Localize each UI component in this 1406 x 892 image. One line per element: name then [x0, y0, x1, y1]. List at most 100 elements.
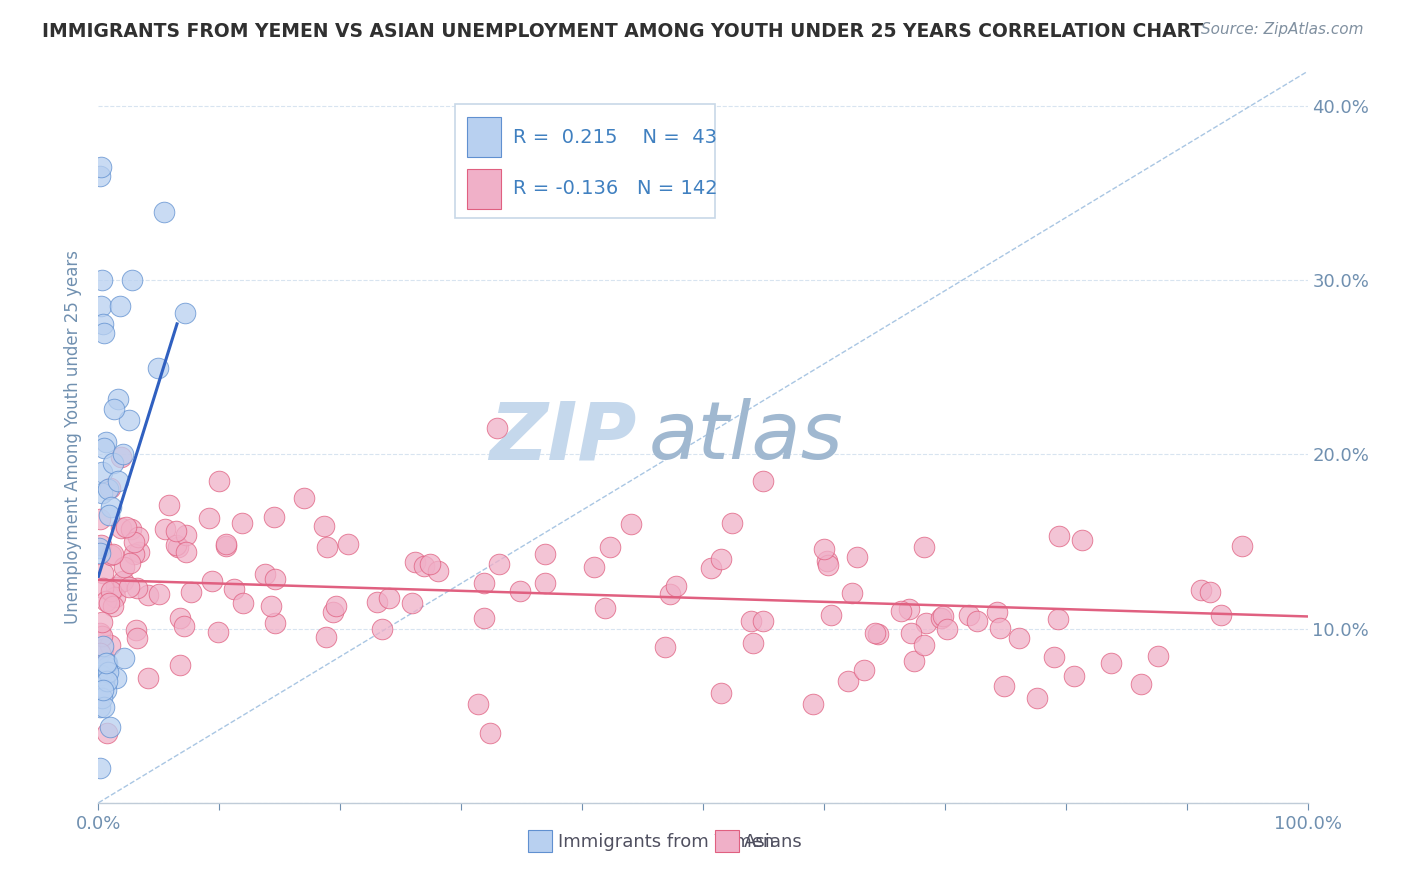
Point	[89, 761, 111, 775]
Point	[815, 554, 838, 568]
Point	[404, 555, 426, 569]
Point	[742, 636, 765, 650]
Point	[316, 540, 339, 554]
Point	[103, 599, 125, 613]
Point	[841, 585, 863, 599]
Text: atlas: atlas	[648, 398, 844, 476]
Point	[1199, 585, 1222, 599]
Point	[96, 657, 118, 671]
Point	[957, 607, 980, 622]
Point	[108, 300, 131, 314]
Point	[148, 360, 170, 375]
Point	[337, 536, 360, 550]
Point	[98, 508, 121, 523]
Point	[89, 700, 111, 714]
Point	[93, 700, 115, 714]
Point	[101, 547, 124, 561]
Point	[180, 585, 202, 599]
Point	[104, 590, 127, 604]
Point	[710, 686, 733, 700]
Point	[929, 611, 952, 625]
Point	[115, 520, 138, 534]
Point	[89, 626, 111, 640]
Point	[112, 559, 135, 574]
Point	[993, 679, 1015, 693]
Point	[174, 306, 197, 320]
Point	[898, 602, 921, 616]
Point	[486, 421, 509, 435]
Point	[659, 587, 682, 601]
Point	[89, 512, 111, 526]
Point	[1026, 690, 1049, 705]
Point	[97, 665, 120, 680]
Text: Source: ZipAtlas.com: Source: ZipAtlas.com	[1201, 22, 1364, 37]
Point	[107, 474, 129, 488]
Point	[986, 605, 1008, 619]
Point	[853, 664, 876, 678]
Point	[1230, 540, 1253, 554]
Point	[721, 516, 744, 530]
Point	[89, 169, 111, 183]
Point	[128, 545, 150, 559]
Point	[165, 538, 187, 552]
Point	[900, 626, 922, 640]
Point	[127, 581, 149, 595]
Point	[315, 630, 337, 644]
Point	[100, 500, 122, 514]
Point	[90, 538, 112, 552]
Point	[159, 498, 181, 512]
Point	[478, 726, 501, 740]
Point	[167, 540, 190, 554]
Text: ZIP: ZIP	[489, 398, 637, 476]
Point	[936, 623, 959, 637]
Point	[593, 600, 616, 615]
Point	[169, 611, 191, 625]
Point	[111, 448, 134, 462]
Point	[98, 596, 121, 610]
Point	[118, 557, 141, 571]
Y-axis label: Unemployment Among Youth under 25 years: Unemployment Among Youth under 25 years	[65, 250, 83, 624]
Point	[90, 485, 112, 500]
Point	[1147, 648, 1170, 663]
Point	[198, 511, 221, 525]
Point	[124, 535, 146, 549]
Point	[472, 576, 495, 591]
Point	[136, 671, 159, 685]
Point	[426, 564, 449, 578]
Point	[534, 547, 557, 561]
Point	[322, 605, 344, 619]
Point	[93, 326, 115, 340]
Point	[98, 719, 121, 733]
Point	[111, 574, 134, 588]
Bar	[467, 169, 501, 209]
FancyBboxPatch shape	[456, 104, 716, 218]
Point	[138, 588, 160, 602]
Point	[118, 580, 141, 594]
Point	[94, 435, 117, 450]
Point	[100, 548, 122, 562]
Point	[100, 584, 122, 599]
Point	[966, 614, 988, 628]
Point	[751, 614, 773, 628]
Point	[1047, 529, 1070, 543]
Point	[98, 481, 121, 495]
Point	[740, 614, 762, 628]
Point	[110, 450, 132, 464]
Point	[112, 651, 135, 665]
Point	[169, 657, 191, 672]
Point	[801, 697, 824, 711]
Point	[107, 392, 129, 406]
Point	[912, 638, 935, 652]
Point	[932, 608, 955, 623]
Point	[1008, 631, 1031, 645]
Point	[419, 558, 441, 572]
Point	[91, 273, 114, 287]
Point	[534, 576, 557, 591]
Point	[488, 557, 510, 571]
Point	[90, 466, 112, 480]
Point	[125, 631, 148, 645]
Text: R =  0.215    N =  43: R = 0.215 N = 43	[513, 128, 717, 146]
Point	[96, 673, 118, 688]
Point	[264, 572, 287, 586]
Point	[263, 510, 285, 524]
